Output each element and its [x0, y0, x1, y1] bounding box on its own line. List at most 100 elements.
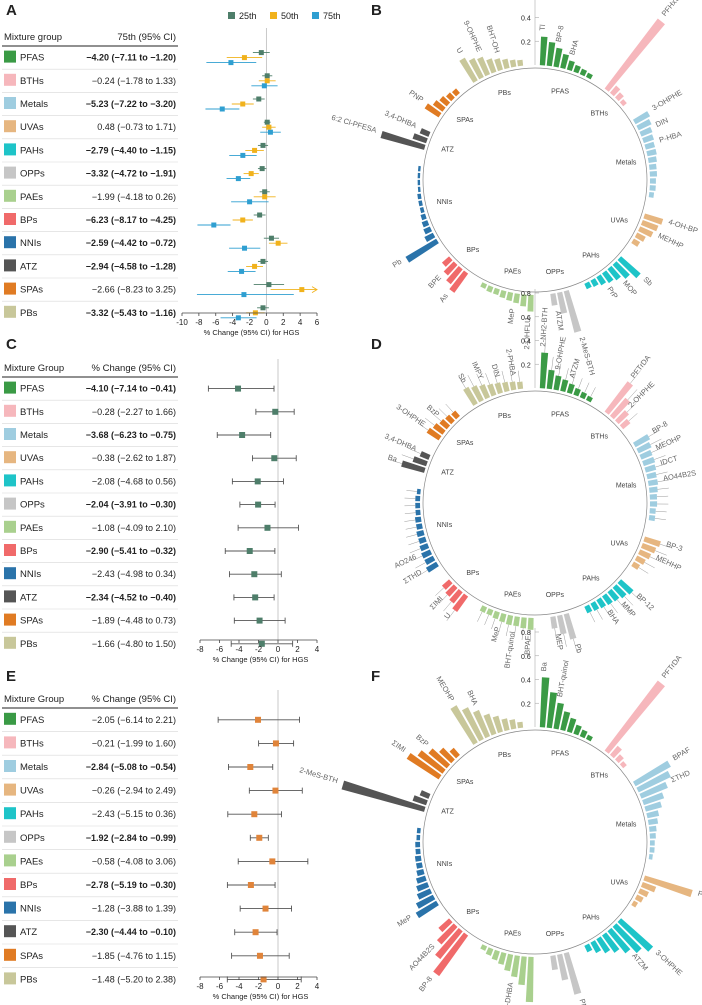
bar-ATZ — [412, 133, 428, 144]
bar-SPAs — [432, 100, 446, 112]
group-name-BTHs: BTHs — [590, 434, 608, 441]
group-swatch-a — [4, 189, 16, 202]
scale-tick-label-f: 0.2 — [521, 701, 531, 708]
bar-PAHs — [584, 604, 593, 614]
x-tick-label-a: 4 — [298, 318, 303, 327]
group-swatch-c — [4, 428, 16, 440]
bar-UVAs — [638, 888, 649, 898]
inner-ring-f — [422, 729, 648, 955]
point-estimate-p75 — [239, 268, 245, 274]
x-tick-label-a: 0 — [264, 318, 269, 327]
row-effect-text-c: −1.66 (−4.80 to 1.50) — [92, 639, 176, 649]
feature-label: Ba — [539, 661, 549, 672]
bar-PAHs — [590, 940, 602, 954]
bar-UVAs — [640, 881, 657, 893]
error-bar — [409, 548, 421, 554]
error-bar — [408, 541, 420, 546]
x-tick-label-c: -4 — [235, 645, 243, 654]
bar-NNIs — [425, 561, 439, 573]
feature-label: MeP — [506, 308, 517, 325]
bar-OPPs — [557, 953, 569, 981]
feature-label: P-HBA — [658, 129, 683, 144]
group-swatch-c — [4, 613, 16, 626]
group-name-PAHs: PAHs — [582, 252, 600, 259]
feature-label: MMP — [620, 600, 638, 619]
bar-Metals — [649, 501, 658, 507]
bar-Metals — [649, 833, 656, 839]
feature-label: BzP — [414, 733, 430, 749]
bar-PFAS — [585, 72, 593, 80]
point-estimate-e — [251, 811, 258, 818]
bar-NNIs — [417, 172, 421, 179]
error-bar — [571, 373, 576, 385]
row-effect-text-e: −2.05 (−6.14 to 2.21) — [92, 715, 176, 725]
row-group-label-c: PAHs — [20, 476, 44, 487]
bar-PAEs — [527, 617, 534, 630]
bar-UVAs — [643, 536, 661, 547]
row-group-label-e: BPs — [20, 880, 38, 891]
row-group-label-c: SPAs — [20, 616, 43, 627]
bar-PAHs — [596, 274, 607, 286]
feature-label: IMPY — [470, 360, 486, 380]
group-name-SPAs: SPAs — [456, 779, 473, 786]
error-bar — [650, 438, 662, 445]
row-group-label-e: PAHs — [20, 809, 44, 820]
group-swatch-a — [4, 282, 16, 295]
point-estimate-e — [260, 976, 267, 983]
bar-Metals — [642, 456, 656, 467]
row-group-label-e: PBs — [20, 974, 38, 985]
group-swatch-a — [4, 166, 16, 179]
error-bar — [596, 609, 603, 620]
bar-PAHs — [617, 256, 641, 279]
point-estimate-p25 — [264, 119, 270, 125]
bar-NNIs — [421, 220, 430, 228]
error-bar — [654, 455, 666, 460]
bar-PAHs — [612, 584, 627, 599]
point-estimate-p25 — [259, 166, 265, 172]
error-bar — [655, 550, 667, 556]
row-group-label-a: UVAs — [20, 122, 44, 133]
bar-PAEs — [485, 947, 494, 956]
point-estimate-p75 — [235, 176, 241, 182]
feature-label: BP-12 — [635, 591, 656, 612]
bar-NNIs — [424, 555, 436, 565]
bar-UVAs — [643, 213, 664, 225]
group-swatch-a — [4, 73, 16, 86]
row-group-label-a: ATZ — [20, 261, 37, 272]
group-swatch-e — [4, 878, 16, 890]
bar-PFAS — [560, 711, 571, 732]
bar-SPAs — [451, 410, 460, 420]
group-name-SPAs: SPAs — [456, 117, 473, 124]
bar-SPAs — [406, 752, 442, 780]
bar-PAEs — [505, 614, 514, 626]
bar-PAEs — [491, 949, 500, 961]
bar-ATZ — [419, 451, 431, 460]
group-name-UVAs: UVAs — [611, 540, 629, 547]
error-bar — [458, 376, 466, 389]
error-bar — [657, 479, 670, 483]
x-axis-title-c: % Change (95% CI) for HGS — [213, 655, 309, 664]
bar-NNIs — [416, 869, 425, 877]
group-swatch-e — [4, 712, 16, 725]
error-bar — [590, 387, 596, 398]
bar-PBs — [517, 721, 524, 729]
x-tick-label-c: 0 — [276, 645, 281, 654]
row-effect-text-a: −3.32 (−5.43 to −1.16) — [86, 308, 176, 318]
bar-UVAs — [634, 894, 644, 903]
point-estimate-p75 — [235, 315, 241, 321]
group-name-NNIs: NNIs — [437, 199, 453, 206]
bar-NNIs — [421, 549, 433, 559]
feature-label: AO246 — [393, 552, 418, 570]
point-estimate-c — [239, 432, 246, 438]
x-axis-title-e: % Change (95% CI) for HGS — [213, 992, 309, 1001]
group-name-BPs: BPs — [466, 909, 479, 916]
row-group-label-c: PBs — [20, 639, 38, 650]
feature-label: BHT-OH — [485, 24, 502, 54]
row-group-label-c: Metals — [20, 430, 48, 441]
point-estimate-p25 — [260, 142, 266, 148]
bar-PAHs — [590, 278, 599, 288]
group-name-Metals: Metals — [616, 482, 637, 489]
point-estimate-e — [252, 929, 259, 936]
feature-label: U — [454, 46, 465, 55]
feature-label: MEOHP — [434, 675, 456, 703]
